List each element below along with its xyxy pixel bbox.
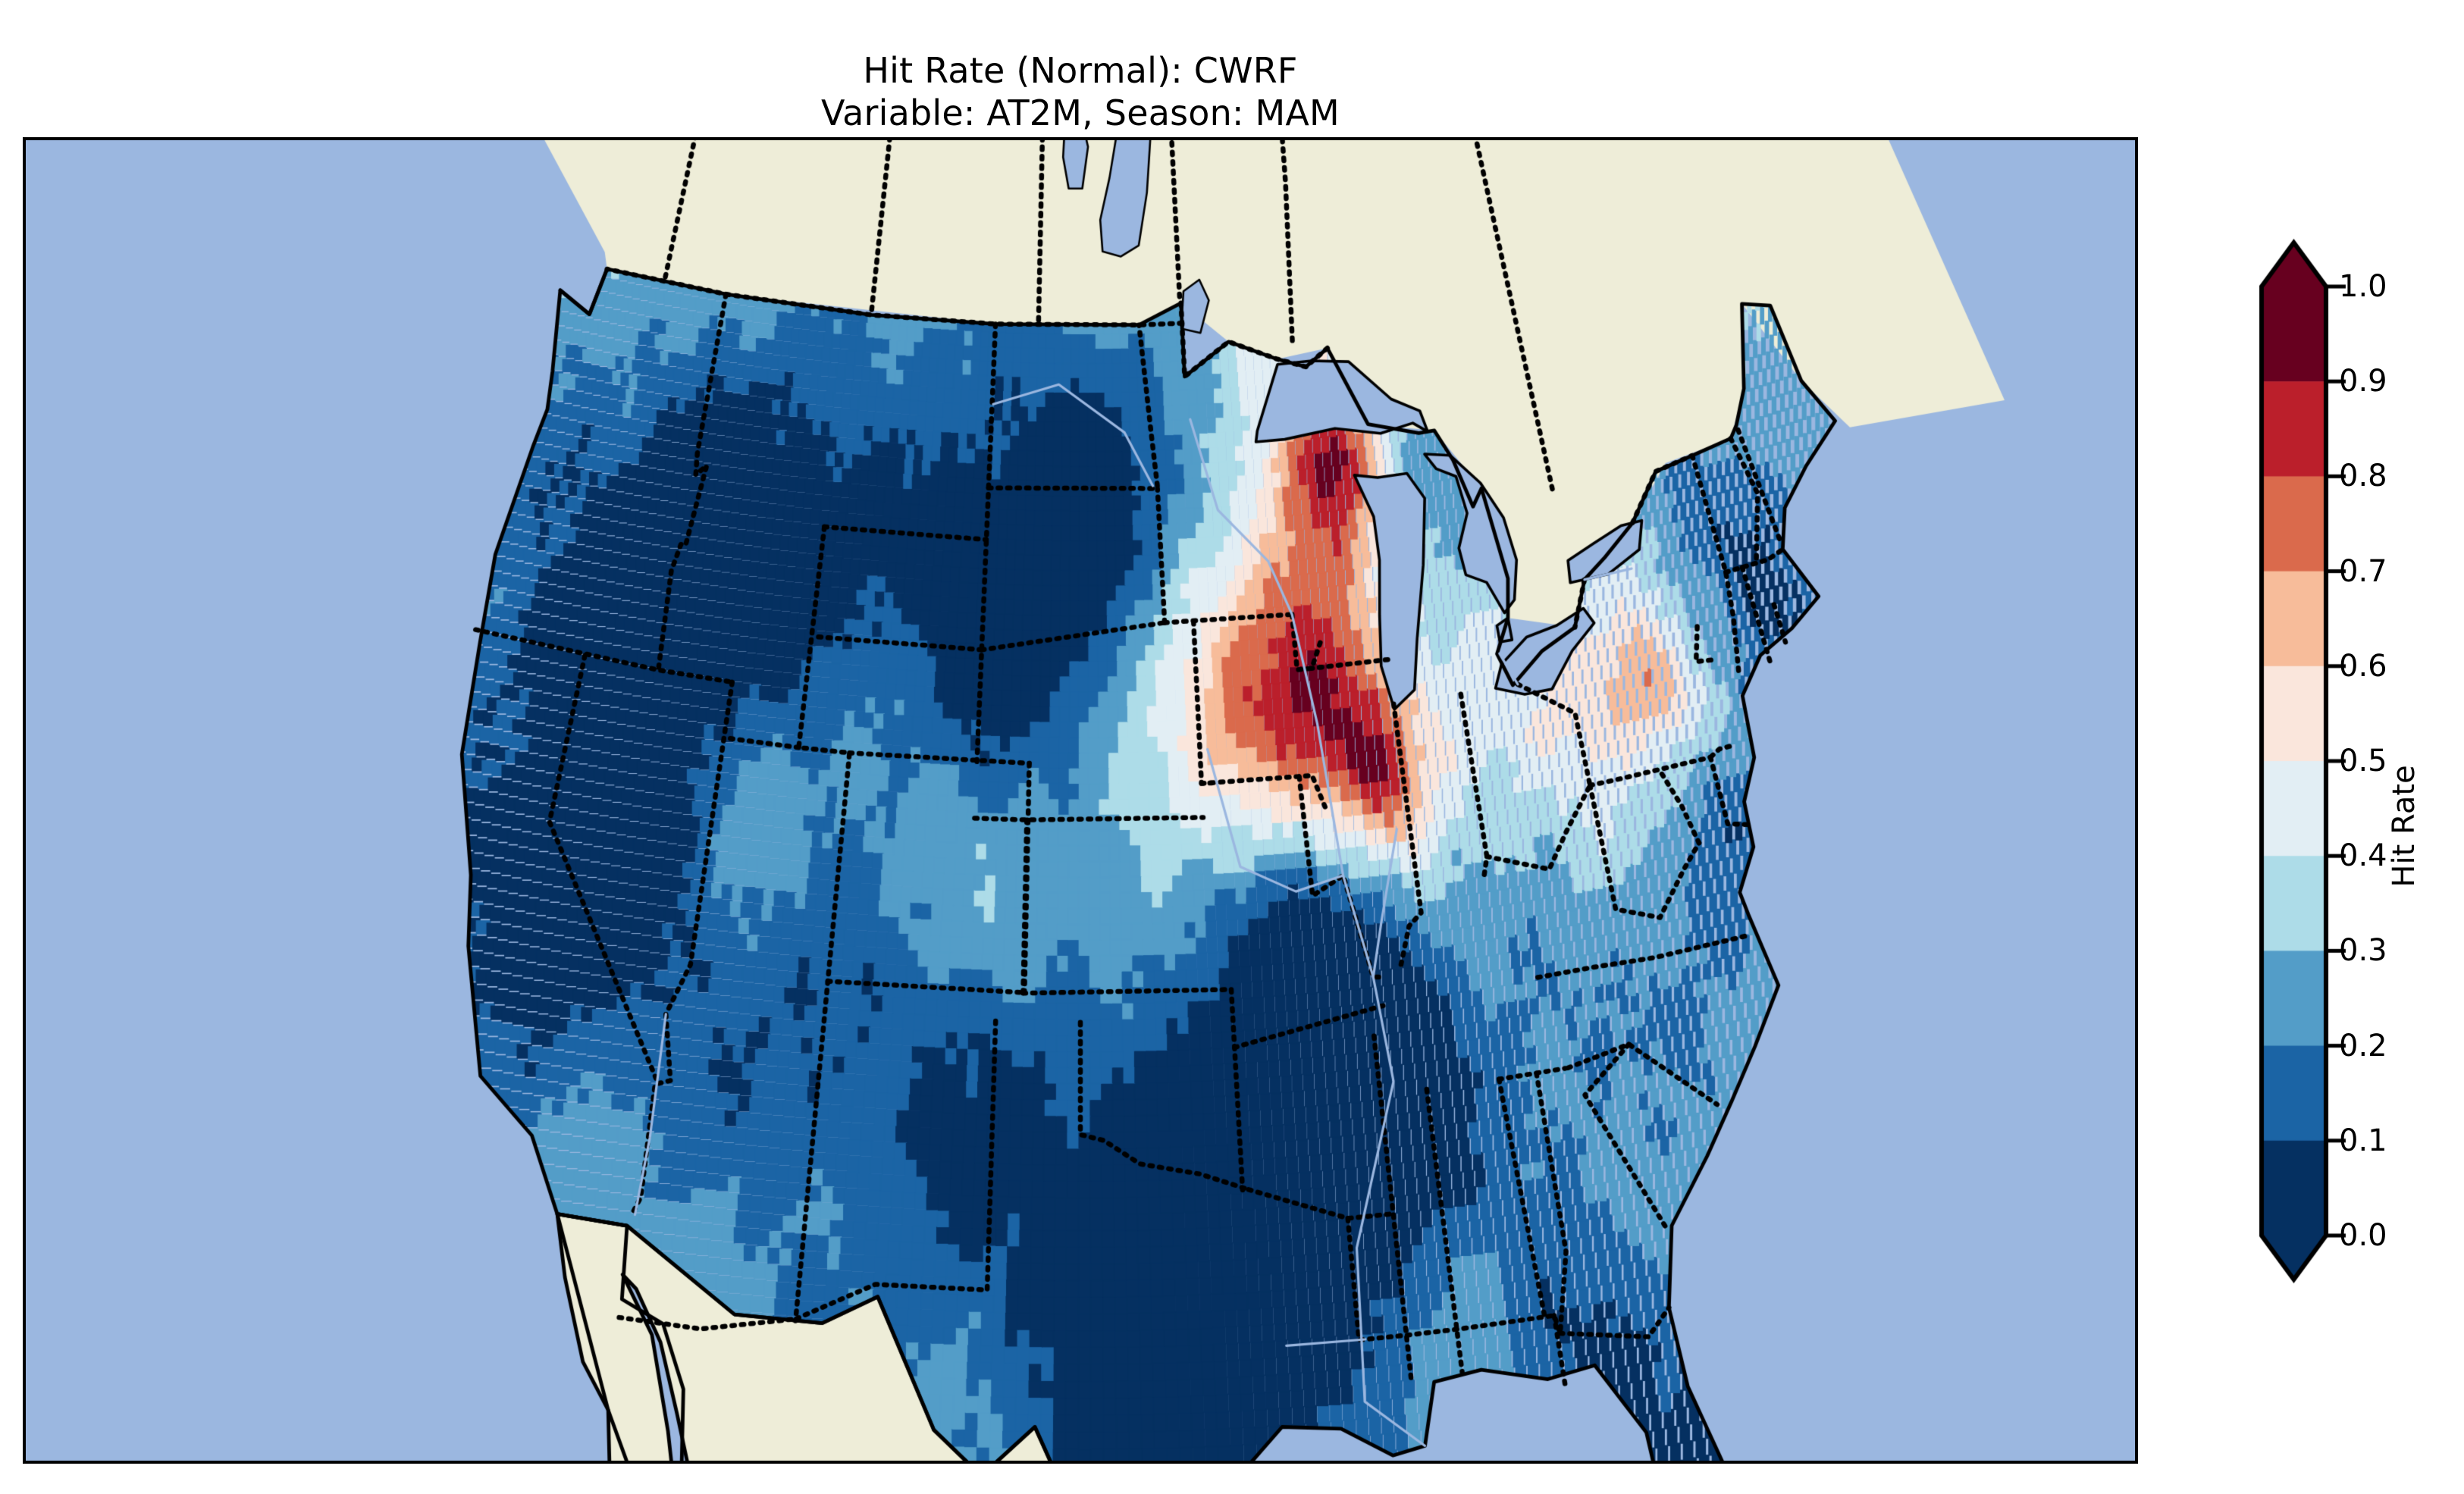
colorbar-tick-0p7: 0.7 (2339, 553, 2387, 589)
colorbar-tick-0p3: 0.3 (2339, 933, 2387, 969)
colorbar-tick-0p0: 0.0 (2339, 1218, 2387, 1253)
colorbar: 1.0 0.9 0.8 0.7 0.6 0.5 0.4 0.3 0.2 0.1 0.0 Hit Ra… (2256, 235, 2464, 1417)
colorbar-tick-0p2: 0.2 (2339, 1028, 2387, 1063)
colorbar-gradient (2256, 235, 2464, 1417)
colorbar-axis-label: Hit Rate (2387, 765, 2422, 888)
map-plot-area (23, 137, 2138, 1464)
colorbar-tick-0p4: 0.4 (2339, 838, 2387, 874)
title-line-1: Hit Rate (Normal): CWRF (863, 49, 1298, 91)
colorbar-tick-0p9: 0.9 (2339, 364, 2387, 399)
title-line-2: Variable: AT2M, Season: MAM (821, 92, 1340, 134)
figure-title: Hit Rate (Normal): CWRF Variable: AT2M, … (0, 6, 2161, 177)
hit-rate-heatmap-canvas (26, 140, 2135, 1461)
colorbar-tick-0p8: 0.8 (2339, 459, 2387, 494)
colorbar-tick-0p5: 0.5 (2339, 744, 2387, 778)
colorbar-tick-0p6: 0.6 (2339, 648, 2387, 684)
colorbar-tick-1p0: 1.0 (2339, 269, 2387, 304)
colorbar-tick-0p1: 0.1 (2339, 1123, 2387, 1158)
